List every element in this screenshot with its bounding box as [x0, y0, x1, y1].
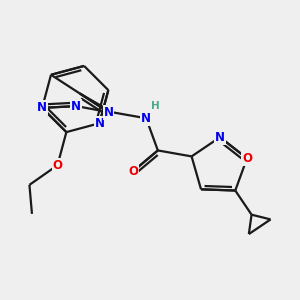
- Text: N: N: [94, 117, 104, 130]
- Text: N: N: [215, 131, 225, 144]
- Text: O: O: [52, 159, 62, 172]
- Text: N: N: [37, 101, 47, 114]
- Text: H: H: [151, 101, 160, 111]
- Text: O: O: [128, 165, 138, 178]
- Text: N: N: [103, 106, 113, 118]
- Text: N: N: [71, 100, 81, 112]
- Text: N: N: [141, 112, 151, 125]
- Text: O: O: [242, 152, 252, 165]
